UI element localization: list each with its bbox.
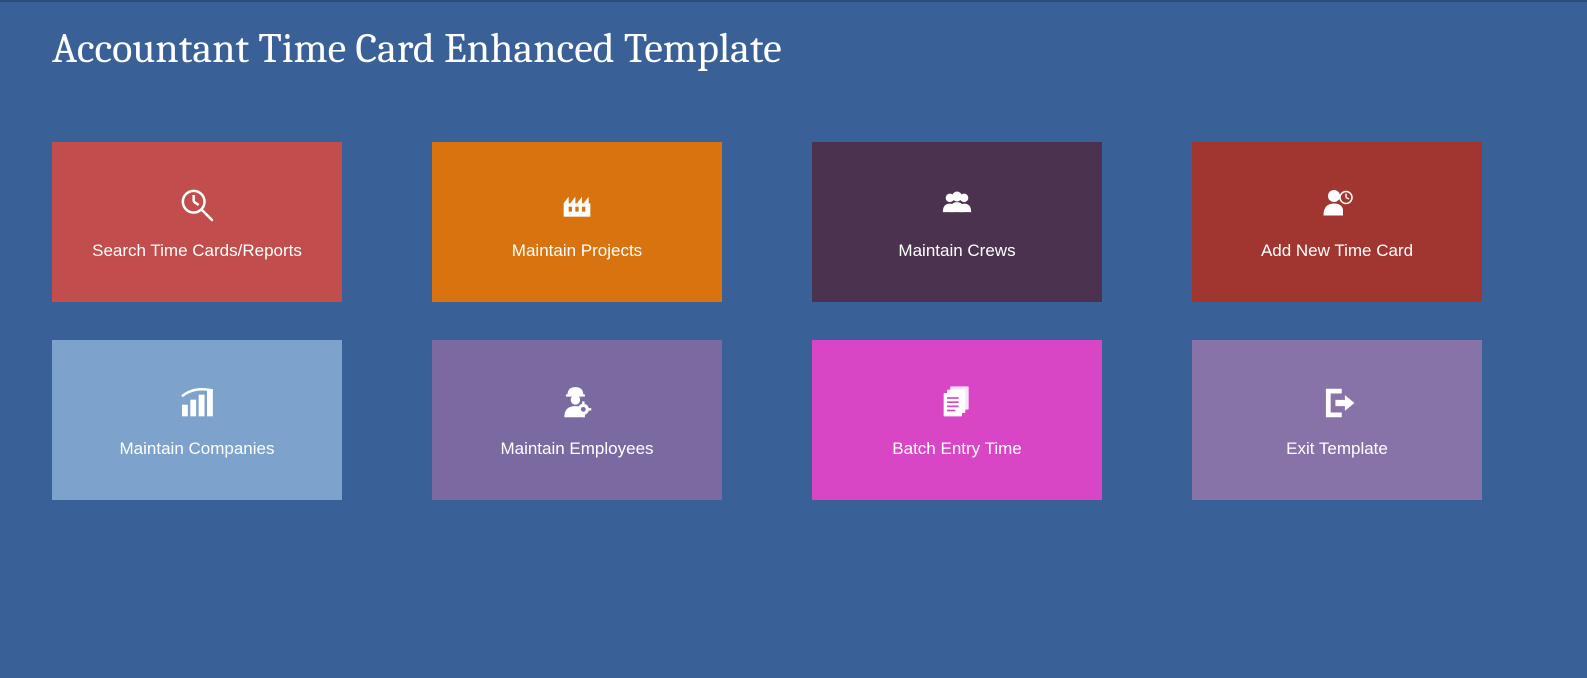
factory-icon: [555, 183, 599, 227]
user-clock-icon: [1315, 183, 1359, 227]
tile-maintain-projects[interactable]: Maintain Projects: [432, 142, 722, 302]
tile-label: Add New Time Card: [1261, 241, 1413, 261]
group-icon: [935, 183, 979, 227]
tile-batch-entry-time[interactable]: Batch Entry Time: [812, 340, 1102, 500]
dashboard-page: Accountant Time Card Enhanced Template S…: [0, 0, 1587, 678]
tile-maintain-crews[interactable]: Maintain Crews: [812, 142, 1102, 302]
tile-exit-template[interactable]: Exit Template: [1192, 340, 1482, 500]
search-icon: [175, 183, 219, 227]
tile-maintain-employees[interactable]: Maintain Employees: [432, 340, 722, 500]
tile-label: Exit Template: [1286, 439, 1388, 459]
tile-label: Maintain Projects: [512, 241, 642, 261]
tile-add-new-time-card[interactable]: Add New Time Card: [1192, 142, 1482, 302]
exit-icon: [1315, 381, 1359, 425]
documents-icon: [935, 381, 979, 425]
tile-grid: Search Time Cards/Reports Maintain Proje…: [52, 142, 1482, 500]
tile-search-time-cards[interactable]: Search Time Cards/Reports: [52, 142, 342, 302]
tile-label: Maintain Employees: [500, 439, 653, 459]
chart-icon: [175, 381, 219, 425]
page-title: Accountant Time Card Enhanced Template: [0, 2, 1587, 73]
tile-maintain-companies[interactable]: Maintain Companies: [52, 340, 342, 500]
tile-label: Search Time Cards/Reports: [92, 241, 302, 261]
tile-label: Maintain Companies: [120, 439, 275, 459]
tile-label: Maintain Crews: [898, 241, 1015, 261]
worker-gear-icon: [555, 381, 599, 425]
tile-label: Batch Entry Time: [892, 439, 1021, 459]
